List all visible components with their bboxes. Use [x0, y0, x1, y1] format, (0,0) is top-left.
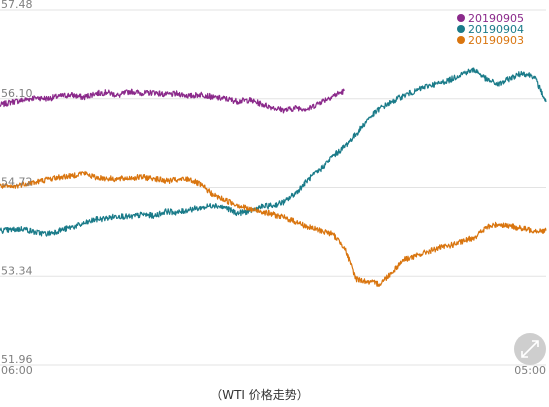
legend-label: 20190904: [468, 23, 524, 36]
series-lines: [0, 67, 547, 287]
legend-marker: [457, 36, 465, 44]
x-axis-ticks: 06:00 05:00: [1, 364, 546, 377]
zoom-button[interactable]: [514, 333, 546, 365]
x-tick-label: 06:00: [1, 364, 33, 377]
y-tick-label: 53.34: [1, 264, 33, 277]
expand-arrows-icon: [521, 340, 539, 358]
y-tick-label: 56.10: [1, 87, 33, 100]
y-tick-label: 54.72: [1, 176, 33, 189]
legend-label: 20190903: [468, 34, 524, 47]
grid-lines: [0, 9, 546, 366]
y-axis-ticks: 57.48 56.10 54.72 53.34 51.96: [1, 0, 33, 366]
series-line-20190905: [0, 88, 345, 114]
series-line-20190904: [0, 67, 547, 237]
legend-marker: [457, 14, 465, 22]
y-tick-label: 51.96: [1, 353, 33, 366]
legend-marker: [457, 25, 465, 33]
chart-caption: （WTI 价格走势）: [210, 388, 309, 402]
y-tick-label: 57.48: [1, 0, 33, 11]
x-tick-label: 05:00: [514, 364, 546, 377]
series-line-20190903: [0, 170, 547, 287]
legend-label: 20190905: [468, 12, 524, 25]
